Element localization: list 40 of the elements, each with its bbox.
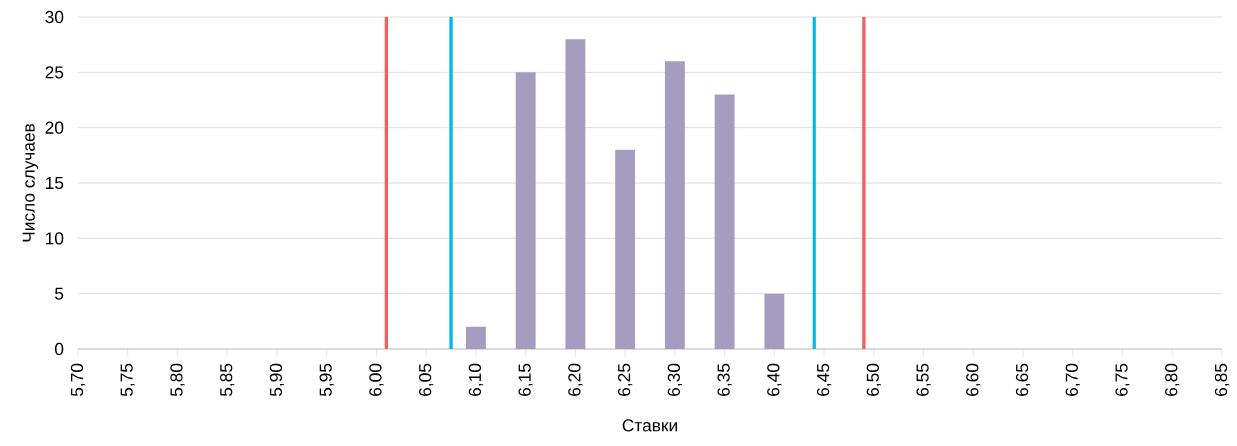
y-tick-label: 15 [46,176,64,190]
y-tick-label: 25 [45,66,64,79]
x-tick-label: 6,40 [767,363,782,396]
x-tick-label: 6,45 [816,363,832,396]
bar [714,94,735,349]
x-tick-label: 6,75 [1115,363,1130,396]
x-tick-label: 6,35 [717,363,732,396]
y-tick-label: 30 [45,10,64,24]
y-tick-label: 10 [46,232,64,245]
x-tick-label: 6,30 [667,363,683,396]
x-tick-label: 6,80 [1165,363,1180,396]
x-tick-label: 6,85 [1214,363,1230,396]
bar [565,39,586,349]
x-tick-label: 6,70 [1065,363,1080,396]
x-tick-label: 6,10 [468,363,484,396]
bar [515,72,536,349]
bar [615,149,636,349]
y-tick-label: 5 [55,287,64,300]
bar [764,293,785,349]
bar [664,61,685,349]
x-tick-label: 6,60 [966,363,981,396]
x-tick-label: 5,95 [319,363,334,397]
x-tick-label: 6,15 [518,363,533,396]
x-tick-label: 6,00 [369,363,384,396]
x-tick-label: 6,50 [866,363,881,396]
x-tick-label: 5,70 [70,363,86,397]
y-tick-label: 20 [45,121,64,134]
x-tick-label: 6,05 [419,363,434,396]
x-tick-label: 5,90 [269,363,285,397]
x-tick-label: 5,75 [120,363,135,397]
x-tick-label: 6,65 [1015,363,1031,396]
y-tick-label: 0 [54,342,64,356]
x-tick-label: 6,25 [617,363,633,396]
x-axis-title: Ставки [622,419,678,432]
x-tick-label: 6,55 [916,363,931,396]
y-axis-title: Число случаев [22,123,39,242]
x-tick-label: 5,80 [170,363,185,397]
x-tick-label: 6,20 [568,363,583,396]
bar [465,326,486,349]
x-tick-label: 5,85 [220,363,235,397]
